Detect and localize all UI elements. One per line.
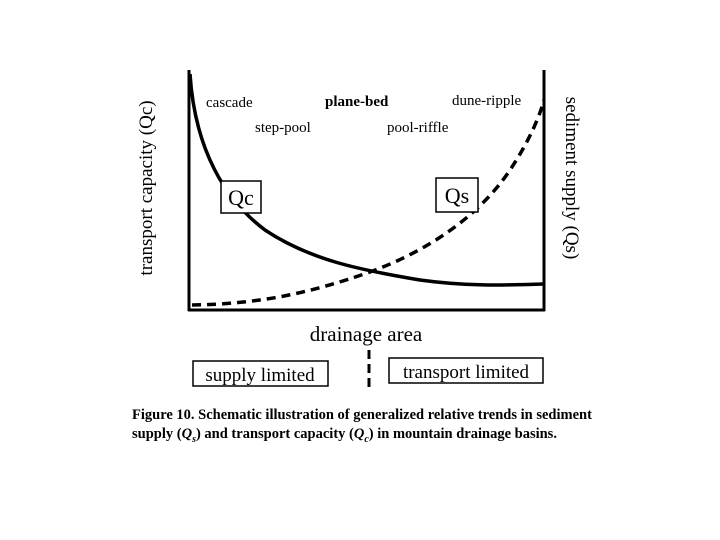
label-dune-ripple: dune-ripple [452,93,521,109]
qs-label-box [435,177,479,213]
caption-prefix: Figure 10. Schematic illustration of gen… [132,407,592,442]
label-pool-riffle: pool-riffle [387,120,449,136]
transport-limited-label: transport limited [403,362,530,383]
qc-curve [188,73,544,287]
qs-curve [191,99,546,307]
y-left-label: transport capacity (Qc) [136,100,157,275]
label-cascade: cascade [206,95,253,111]
supply-limited-box [192,360,329,387]
caption-qc-symbol: Q [353,426,365,442]
caption-qs-sub: s [192,433,196,445]
label-plane-bed: plane-bed [325,94,389,110]
qc-label: Qc [228,185,254,210]
supply-limited-label: supply limited [205,365,315,386]
x-label: drainage area [310,322,423,346]
caption-qs-symbol: Q [181,426,193,442]
caption-qc-sub: c [364,433,369,445]
label-step-pool: step-pool [255,120,311,136]
caption-suffix: ) in mountain drainage basins. [368,426,557,442]
figure-caption: Figure 10. Schematic illustration of gen… [132,406,602,449]
qs-label: Qs [445,183,469,208]
y-right-label: sediment supply (Qs) [561,97,582,260]
qc-label-box [220,180,262,214]
caption-middle: ) and transport capacity ( [195,426,354,442]
transport-limited-box [388,357,544,384]
